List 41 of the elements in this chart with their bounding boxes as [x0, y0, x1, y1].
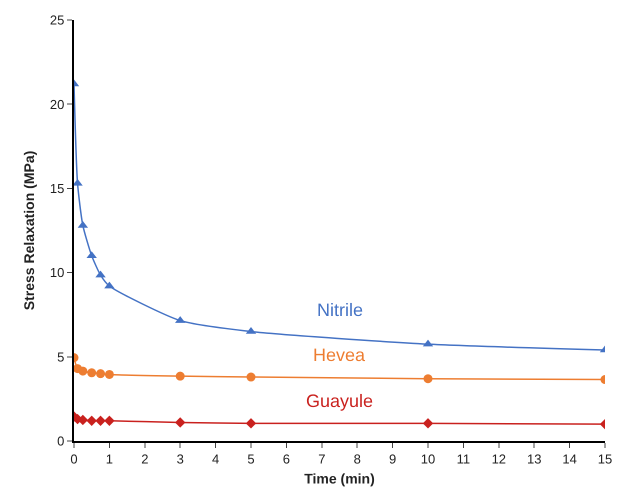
x-tick-label: 12	[492, 452, 506, 467]
y-tick-label: 10	[50, 265, 64, 280]
x-tick-label: 13	[526, 452, 542, 467]
y-axis-title: Stress Relaxation (MPa)	[21, 150, 38, 310]
point	[95, 416, 106, 426]
y-tick-label: 5	[57, 349, 64, 364]
x-tick-label: 0	[70, 452, 78, 467]
x-tick-label: 6	[282, 452, 290, 467]
point	[175, 417, 186, 428]
point	[86, 251, 97, 258]
y-tick-label: 25	[50, 12, 64, 28]
x-tick-label: 11	[456, 452, 470, 467]
point	[424, 374, 432, 384]
y-tick-label: 20	[50, 96, 64, 112]
point	[96, 369, 106, 378]
x-tick-label: 15	[598, 452, 612, 467]
point	[176, 372, 185, 381]
series-label: Hevea	[313, 345, 366, 365]
x-tick-label: 10	[420, 452, 436, 467]
point	[86, 416, 97, 426]
x-tick-label: 2	[141, 452, 148, 467]
point	[422, 418, 434, 429]
point	[104, 370, 114, 379]
x-tick-label: 9	[388, 452, 396, 467]
point	[246, 418, 256, 429]
series-label: Guayule	[306, 391, 374, 411]
x-axis-title: Time (min)	[304, 470, 375, 486]
series-label: Nitrile	[317, 300, 364, 320]
point	[104, 416, 115, 426]
y-tick-label: 15	[50, 180, 64, 196]
x-tick-label: 3	[176, 452, 184, 467]
x-tick-label: 7	[318, 452, 326, 467]
x-tick-label: 1	[106, 452, 114, 467]
x-tick-label: 14	[562, 452, 577, 467]
point	[246, 372, 256, 382]
x-tick-label: 8	[354, 452, 361, 467]
x-tick-label: 4	[212, 452, 220, 467]
point	[87, 368, 96, 378]
y-tick-label: 0	[57, 434, 64, 449]
point	[78, 366, 88, 376]
x-tick-label: 5	[247, 452, 255, 467]
